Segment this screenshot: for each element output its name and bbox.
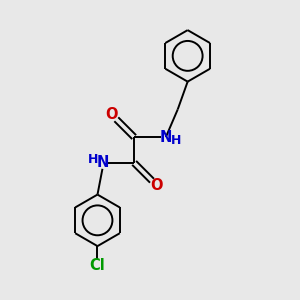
Text: N: N (160, 130, 172, 145)
Text: O: O (105, 107, 118, 122)
Text: Cl: Cl (90, 258, 105, 273)
Text: N: N (96, 155, 109, 170)
Text: H: H (88, 153, 99, 167)
Text: H: H (171, 134, 181, 147)
Text: O: O (151, 178, 163, 193)
